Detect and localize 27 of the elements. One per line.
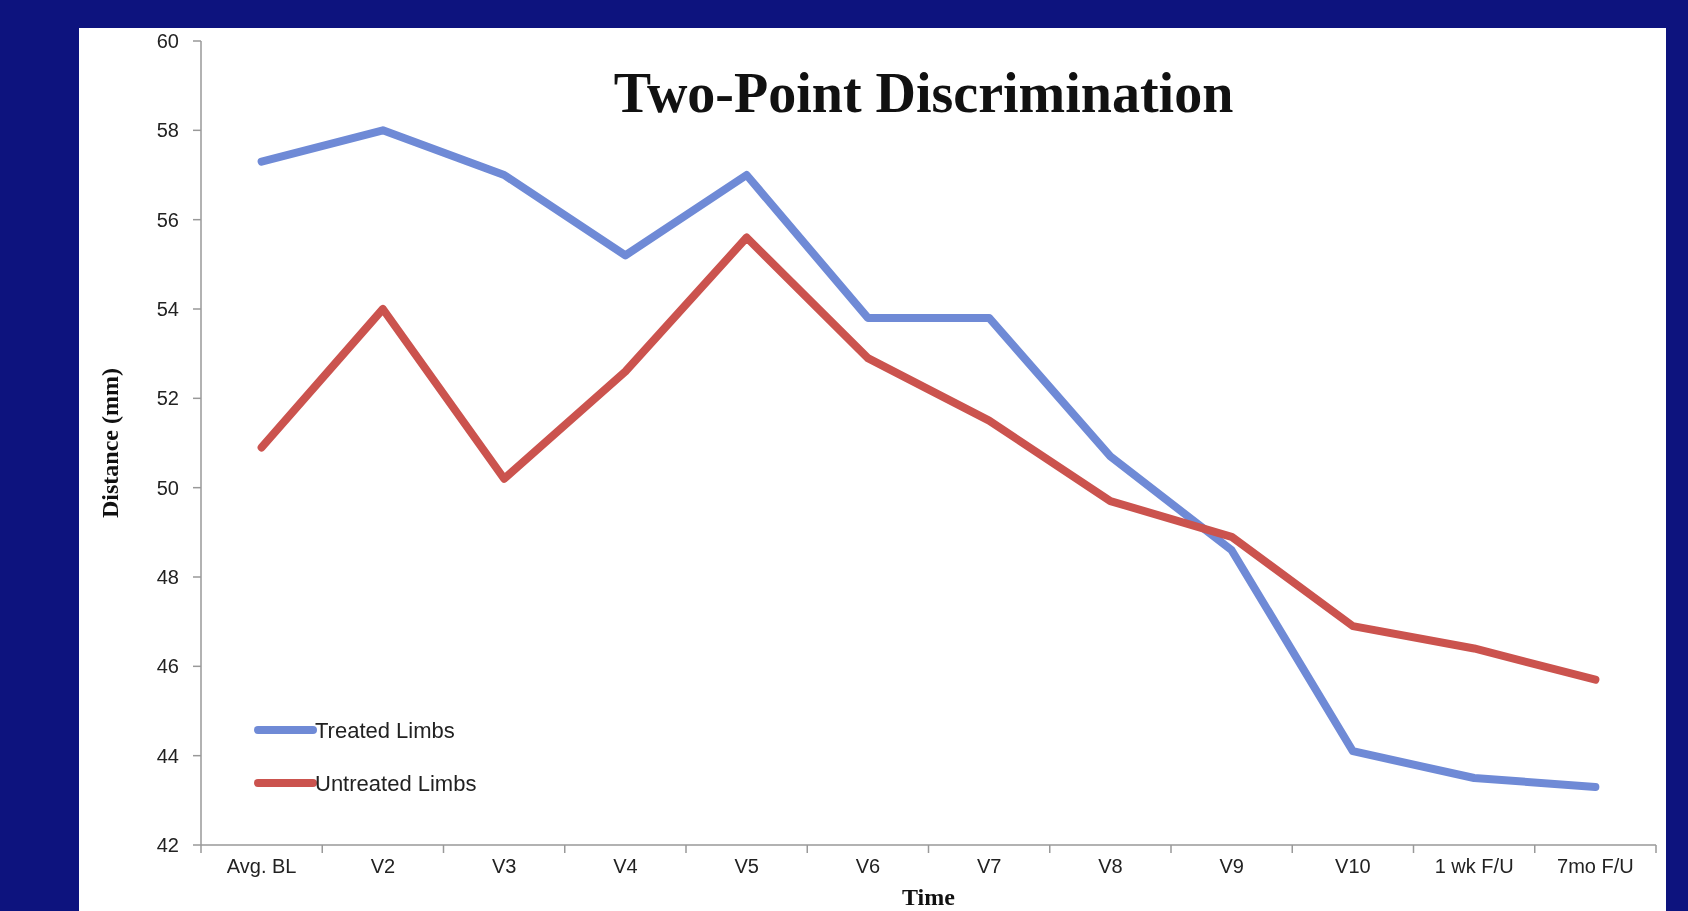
x-tick-label: V7 bbox=[976, 855, 1002, 877]
legend-label: Treated Limbs bbox=[315, 717, 455, 743]
x-axis-title: Time bbox=[902, 884, 956, 910]
y-tick-label: 44 bbox=[156, 744, 179, 767]
chart-title: Two-Point Discrimination bbox=[613, 62, 1234, 124]
y-tick-label: 48 bbox=[156, 566, 179, 588]
x-tick-label: V6 bbox=[855, 855, 881, 877]
legend-label: Untreated Limbs bbox=[315, 770, 477, 796]
x-tick-label: V4 bbox=[613, 855, 638, 877]
x-tick-label: V9 bbox=[1219, 855, 1244, 877]
y-tick-label: 58 bbox=[156, 119, 179, 142]
y-tick-label: 46 bbox=[156, 655, 179, 678]
y-tick-label: 54 bbox=[156, 298, 179, 320]
x-tick-label: V8 bbox=[1098, 855, 1123, 877]
x-tick-label: V10 bbox=[1335, 855, 1371, 877]
y-tick-label: 60 bbox=[156, 30, 179, 52]
y-tick-label: 50 bbox=[156, 476, 179, 499]
x-tick-label: V2 bbox=[370, 855, 396, 877]
x-tick-label: 1 wk F/U bbox=[1434, 855, 1514, 877]
y-tick-label: 52 bbox=[156, 387, 179, 410]
x-tick-label: Avg. BL bbox=[226, 855, 297, 877]
x-tick-label: V3 bbox=[491, 855, 517, 877]
y-tick-label: 56 bbox=[156, 208, 179, 231]
y-axis-title: Distance (mm) bbox=[97, 368, 123, 518]
x-tick-label: V5 bbox=[734, 855, 759, 877]
y-tick-label: 42 bbox=[156, 834, 179, 856]
x-tick-label: 7mo F/U bbox=[1557, 855, 1634, 877]
